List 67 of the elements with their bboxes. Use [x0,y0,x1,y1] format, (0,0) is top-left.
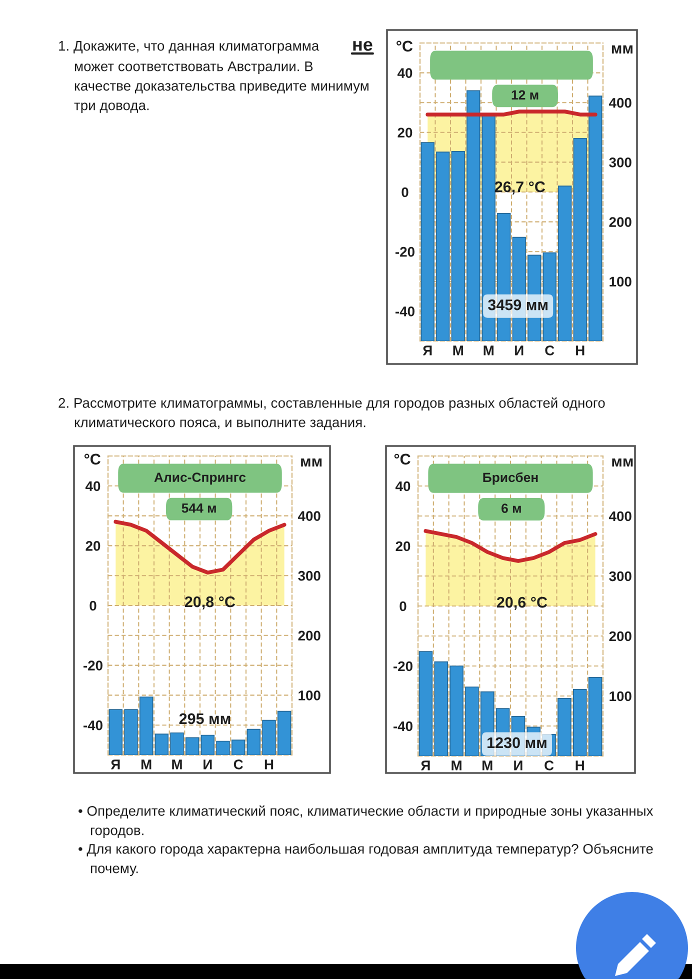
y-tick-label: 40 [85,481,100,492]
y-tick-label: 0 [400,601,406,612]
y-tick-label: 0 [90,600,96,611]
y-tick-label: -20 [396,246,414,257]
y-tick-label: -20 [394,661,412,672]
y-tick-label: 0 [402,187,408,198]
x-tick-label: И [204,760,212,770]
x-tick-label: Я [110,760,120,770]
text: 6 м [502,504,521,513]
text: 1. Докажите, что данная климатограмма [59,41,320,54]
x-tick-label: С [544,760,554,770]
y2-tick-label: 200 [609,217,632,227]
y-tick-label: 20 [396,541,410,552]
x-tick-label: Н [264,760,274,770]
y2-axis-title: мм [612,458,633,467]
y2-tick-label: 300 [609,571,632,582]
x-tick-label: М [172,760,182,770]
text: Брисбен [483,472,538,485]
y2-tick-label: 200 [298,630,320,641]
y-tick-label: -40 [394,721,412,732]
text: может соответствовать Австралии. В качестве доказательства приведите минимум три довода. [74,62,368,113]
x-tick-label: М [482,760,492,770]
annotation: 20,8 °C [184,596,236,610]
y-tick-label: 40 [397,68,412,78]
x-tick-label: Я [420,760,430,770]
y2-tick-label: 400 [298,511,320,521]
y-axis-title: °C [84,454,101,465]
y2-tick-label: 100 [610,691,632,702]
x-tick-label: С [234,760,243,770]
annotation: 3459 мм [488,299,548,310]
x-tick-label: С [545,346,554,356]
x-tick-label: М [452,760,462,770]
x-tick-label: М [141,760,152,770]
y2-tick-label: 100 [298,690,320,700]
text: Алис-Спрингс [154,472,246,485]
y-axis-title: °C [396,40,413,52]
y2-tick-label: 400 [608,511,632,522]
x-tick-label: И [515,346,524,356]
x-tick-label: М [453,346,463,356]
x-tick-label: М [484,346,494,356]
y2-tick-label: 400 [608,98,632,108]
y2-tick-label: 300 [298,570,320,581]
y2-axis-title: мм [301,458,322,467]
x-tick-label: Н [576,346,584,356]
text: 2. Рассмотрите климатограммы, составленные для городов разных областей одного климатического пояса, и выполните задания. [58,397,605,430]
y2-tick-label: 200 [609,631,632,642]
annotation: 20,6 °C [496,596,548,610]
text: • Определите климатический пояс, климатические области и природные зоны указанных городов. [78,805,654,838]
y2-tick-label: 100 [610,276,632,287]
x-tick-label: Н [576,760,584,770]
y-tick-label: 20 [86,541,100,551]
y2-tick-label: 300 [609,158,632,168]
y2-axis-title: мм [612,45,632,54]
x-tick-label: И [514,760,522,770]
text: 12 м [512,90,538,100]
y-tick-label: 40 [395,481,410,492]
text: не [353,40,372,51]
y-tick-label: -40 [396,306,414,316]
y-axis-title: °C [394,454,410,465]
y-tick-label: -40 [84,720,102,730]
y-tick-label: -20 [84,660,102,670]
y-tick-label: 20 [398,128,412,138]
annotation: 1230 мм [488,737,546,748]
text: • Для какого города характерна наибольшая годовая амплитуда температур? Объясните почему. [78,843,653,876]
x-tick-label: Я [422,346,432,356]
text: 544 м [182,504,216,513]
annotation: 295 мм [179,713,230,724]
